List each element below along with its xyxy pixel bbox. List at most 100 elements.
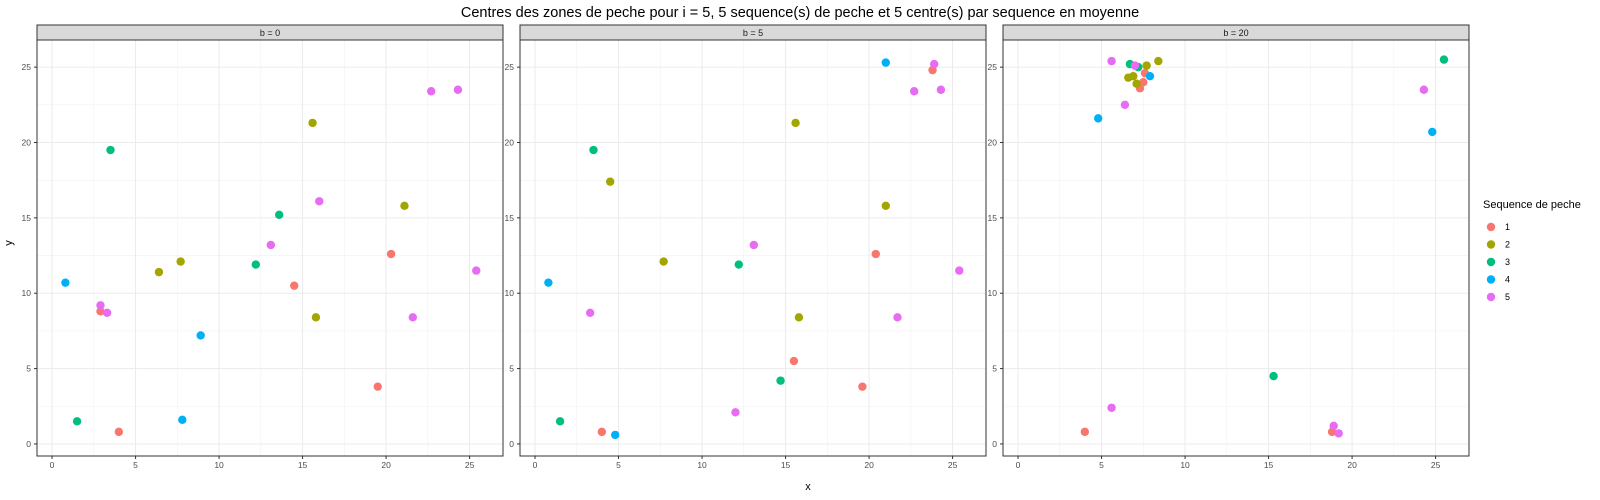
data-point-seq-3 <box>1439 55 1449 64</box>
tick-label-y: 5 <box>992 364 997 374</box>
data-point-seq-3 <box>274 210 284 220</box>
data-point-seq-3 <box>1269 371 1278 381</box>
data-point-seq-4 <box>61 278 70 287</box>
data-point-seq-5 <box>936 85 946 94</box>
data-point-seq-5 <box>930 59 939 69</box>
data-point-seq-2 <box>308 118 317 128</box>
tick-label-y: 0 <box>26 439 31 449</box>
legend-key-5 <box>1486 292 1496 302</box>
y-axis-label: y <box>3 240 15 246</box>
data-point-seq-5 <box>1419 85 1429 94</box>
data-point-seq-2 <box>794 313 804 322</box>
data-point-seq-3 <box>555 417 565 426</box>
data-point-seq-5 <box>426 87 436 96</box>
facet-strip-label: b = 0 <box>260 28 280 38</box>
data-point-seq-4 <box>1145 71 1155 81</box>
data-point-seq-2 <box>605 177 615 186</box>
legend-label-2: 2 <box>1505 240 1510 250</box>
panel-border <box>519 39 987 457</box>
tick-label-x: 5 <box>133 460 138 470</box>
facet-panels: b = 0 0 5 10 15 20 25 0 5 10 15 20 25 b = 5 0 5 10 15 20 25… <box>22 24 1470 470</box>
data-point-seq-2 <box>311 313 321 322</box>
tick-label-y: 5 <box>509 364 514 374</box>
legend: Sequence de peche 1 2 3 4 5 <box>1483 199 1581 302</box>
data-point-seq-5 <box>96 301 105 310</box>
data-point-seq-3 <box>72 417 82 426</box>
data-point-seq-1 <box>114 427 124 437</box>
legend-label-3: 3 <box>1505 257 1510 267</box>
data-point-seq-4 <box>544 278 553 287</box>
tick-label-y: 5 <box>26 364 31 374</box>
data-point-seq-1 <box>96 307 105 316</box>
tick-label-y: 20 <box>505 137 515 147</box>
tick-label-x: 0 <box>50 460 55 470</box>
tick-label-y: 25 <box>988 62 998 72</box>
tick-label-x: 0 <box>1016 460 1021 470</box>
data-point-seq-2 <box>1132 79 1141 88</box>
data-point-seq-5 <box>102 308 112 318</box>
panel-border <box>1002 39 1470 457</box>
chart-title: Centres des zones de peche pour i = 5, 5… <box>461 5 1139 21</box>
tick-label-x: 25 <box>465 460 475 470</box>
tick-label-x: 20 <box>381 460 391 470</box>
data-point-seq-2 <box>791 118 800 128</box>
x-axis-label: x <box>805 481 811 493</box>
data-point-seq-5 <box>1107 403 1116 412</box>
data-point-seq-3 <box>589 145 598 155</box>
tick-label-y: 15 <box>505 213 515 223</box>
tick-label-x: 0 <box>533 460 538 470</box>
data-point-seq-3 <box>106 145 115 155</box>
facet-strip-label: b = 20 <box>1223 28 1248 38</box>
tick-label-y: 0 <box>509 439 514 449</box>
tick-label-y: 10 <box>22 288 32 298</box>
data-point-seq-3 <box>251 260 261 269</box>
facet-panel: b = 0 0 5 10 15 20 25 0 5 10 15 20 25 <box>22 24 504 470</box>
data-point-seq-5 <box>909 87 919 96</box>
data-point-seq-5 <box>585 308 595 318</box>
tick-label-y: 15 <box>22 213 32 223</box>
data-point-seq-4 <box>196 331 205 340</box>
tick-label-x: 10 <box>214 460 224 470</box>
data-point-seq-2 <box>881 201 890 210</box>
data-point-seq-2 <box>1142 61 1151 70</box>
data-point-seq-5 <box>266 240 276 250</box>
data-point-seq-4 <box>881 58 890 67</box>
data-point-seq-5 <box>315 197 324 206</box>
tick-label-x: 15 <box>781 460 791 470</box>
facet-panel: b = 5 0 5 10 15 20 25 0 5 10 15 20 25 <box>505 24 987 470</box>
data-point-seq-1 <box>858 382 867 391</box>
tick-label-x: 5 <box>616 460 621 470</box>
data-point-seq-5 <box>472 266 481 275</box>
panel-border <box>36 39 504 457</box>
data-point-seq-4 <box>178 415 187 425</box>
legend-label-4: 4 <box>1505 275 1510 285</box>
legend-key-4 <box>1486 275 1496 284</box>
tick-label-y: 20 <box>22 137 32 147</box>
legend-label-5: 5 <box>1505 292 1510 302</box>
data-point-seq-2 <box>154 267 164 277</box>
data-point-seq-5 <box>731 408 740 417</box>
tick-label-y: 10 <box>988 288 998 298</box>
legend-key-2 <box>1486 240 1496 249</box>
data-point-seq-1 <box>386 249 396 259</box>
data-point-seq-5 <box>893 313 902 322</box>
tick-label-y: 25 <box>22 62 32 72</box>
tick-label-y: 20 <box>988 137 998 147</box>
data-point-seq-1 <box>373 382 382 391</box>
tick-label-x: 20 <box>1347 460 1357 470</box>
tick-label-x: 25 <box>1431 460 1441 470</box>
data-point-seq-1 <box>871 249 880 259</box>
tick-label-y: 0 <box>992 439 997 449</box>
data-point-seq-5 <box>955 266 964 275</box>
tick-label-x: 15 <box>298 460 308 470</box>
tick-label-y: 10 <box>505 288 515 298</box>
data-point-seq-1 <box>597 427 607 437</box>
data-point-seq-1 <box>290 281 299 290</box>
data-point-seq-5 <box>1107 56 1116 66</box>
data-point-seq-5 <box>1120 100 1130 110</box>
tick-label-x: 20 <box>864 460 874 470</box>
data-point-seq-2 <box>1154 56 1163 66</box>
data-point-seq-5 <box>749 240 759 250</box>
tick-label-x: 10 <box>697 460 707 470</box>
